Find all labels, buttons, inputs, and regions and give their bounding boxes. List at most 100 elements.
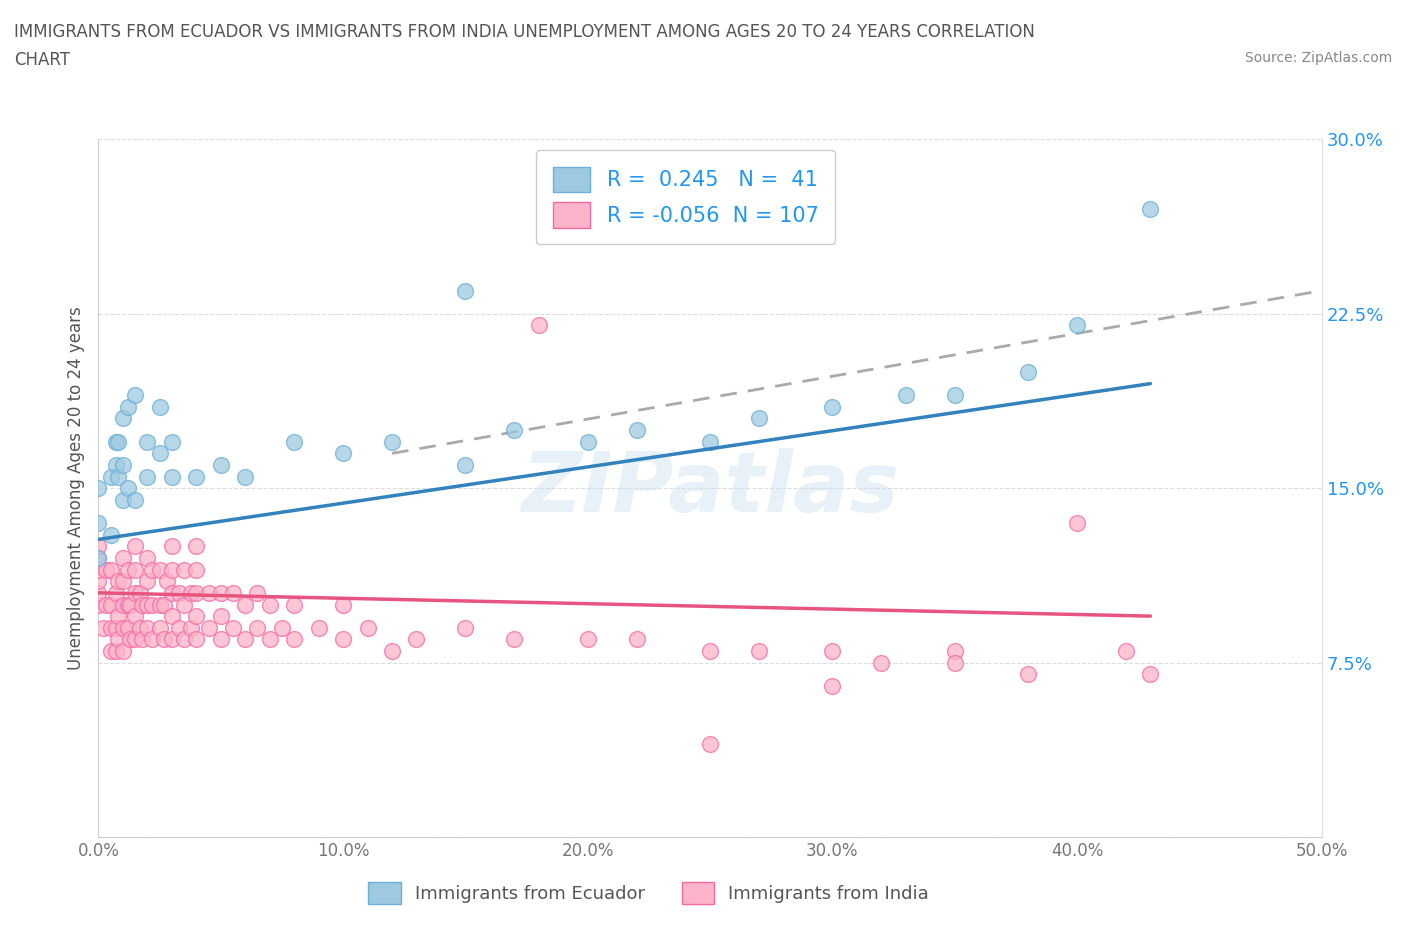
Point: [149, 400, 172, 415]
Point: [894, 388, 917, 403]
Point: [1017, 365, 1039, 379]
Point: [124, 609, 146, 624]
Point: [87, 551, 110, 565]
Point: [156, 574, 179, 589]
Point: [117, 400, 139, 415]
Point: [173, 632, 195, 647]
Point: [576, 434, 599, 449]
Point: [821, 679, 844, 694]
Point: [136, 620, 159, 635]
Point: [180, 620, 202, 635]
Point: [100, 562, 122, 577]
Point: [167, 620, 190, 635]
Point: [111, 458, 134, 472]
Point: [283, 434, 305, 449]
Point: [1139, 202, 1161, 217]
Point: [160, 632, 183, 647]
Point: [308, 620, 330, 635]
Point: [1066, 515, 1088, 530]
Point: [173, 597, 195, 612]
Point: [186, 609, 208, 624]
Point: [626, 422, 648, 438]
Point: [186, 539, 208, 554]
Legend: Immigrants from Ecuador, Immigrants from India: Immigrants from Ecuador, Immigrants from…: [361, 875, 936, 911]
Point: [87, 515, 110, 530]
Point: [283, 597, 305, 612]
Point: [149, 445, 172, 460]
Point: [111, 597, 134, 612]
Text: Source: ZipAtlas.com: Source: ZipAtlas.com: [1244, 51, 1392, 65]
Point: [186, 562, 208, 577]
Point: [129, 620, 152, 635]
Point: [124, 388, 146, 403]
Point: [111, 493, 134, 508]
Point: [356, 620, 378, 635]
Point: [104, 644, 127, 658]
Point: [107, 632, 129, 647]
Text: IMMIGRANTS FROM ECUADOR VS IMMIGRANTS FROM INDIA UNEMPLOYMENT AMONG AGES 20 TO 2: IMMIGRANTS FROM ECUADOR VS IMMIGRANTS FR…: [14, 23, 1035, 41]
Point: [107, 434, 129, 449]
Point: [576, 632, 599, 647]
Point: [1115, 644, 1137, 658]
Text: ZIPatlas: ZIPatlas: [522, 447, 898, 529]
Point: [209, 586, 232, 601]
Point: [173, 562, 195, 577]
Point: [136, 434, 159, 449]
Point: [870, 656, 893, 671]
Point: [141, 597, 163, 612]
Point: [209, 632, 232, 647]
Point: [87, 551, 110, 565]
Point: [136, 551, 159, 565]
Point: [100, 597, 122, 612]
Point: [270, 620, 294, 635]
Point: [748, 644, 770, 658]
Point: [141, 562, 163, 577]
Point: [160, 586, 183, 601]
Point: [209, 458, 232, 472]
Point: [186, 632, 208, 647]
Point: [699, 737, 721, 751]
Point: [233, 632, 256, 647]
Point: [233, 469, 256, 484]
Point: [87, 481, 110, 496]
Point: [1066, 318, 1088, 333]
Point: [91, 620, 114, 635]
Point: [454, 283, 477, 298]
Point: [626, 632, 648, 647]
Point: [699, 644, 721, 658]
Point: [332, 445, 354, 460]
Point: [699, 434, 721, 449]
Point: [153, 632, 176, 647]
Point: [209, 609, 232, 624]
Point: [527, 318, 550, 333]
Point: [233, 597, 256, 612]
Point: [381, 644, 404, 658]
Point: [141, 632, 163, 647]
Point: [111, 411, 134, 426]
Point: [136, 469, 159, 484]
Point: [117, 620, 139, 635]
Point: [87, 586, 110, 601]
Point: [87, 574, 110, 589]
Point: [160, 562, 183, 577]
Point: [405, 632, 427, 647]
Point: [107, 469, 129, 484]
Point: [153, 597, 176, 612]
Point: [100, 644, 122, 658]
Point: [821, 400, 844, 415]
Point: [136, 574, 159, 589]
Point: [124, 632, 146, 647]
Text: CHART: CHART: [14, 51, 70, 69]
Point: [1017, 667, 1039, 682]
Point: [111, 620, 134, 635]
Point: [160, 434, 183, 449]
Point: [748, 411, 770, 426]
Point: [454, 620, 477, 635]
Point: [104, 434, 127, 449]
Point: [117, 481, 139, 496]
Point: [87, 539, 110, 554]
Point: [332, 597, 354, 612]
Point: [186, 469, 208, 484]
Point: [259, 597, 281, 612]
Point: [246, 620, 269, 635]
